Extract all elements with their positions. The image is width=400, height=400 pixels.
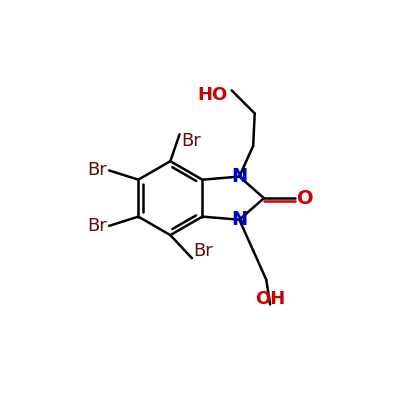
Text: Br: Br	[194, 242, 213, 260]
Text: N: N	[231, 167, 248, 186]
Text: Br: Br	[87, 162, 107, 180]
Text: O: O	[297, 189, 314, 208]
Text: OH: OH	[255, 290, 285, 308]
Text: HO: HO	[198, 86, 228, 104]
Text: Br: Br	[87, 217, 107, 235]
Text: Br: Br	[181, 132, 201, 150]
Text: N: N	[231, 210, 248, 229]
